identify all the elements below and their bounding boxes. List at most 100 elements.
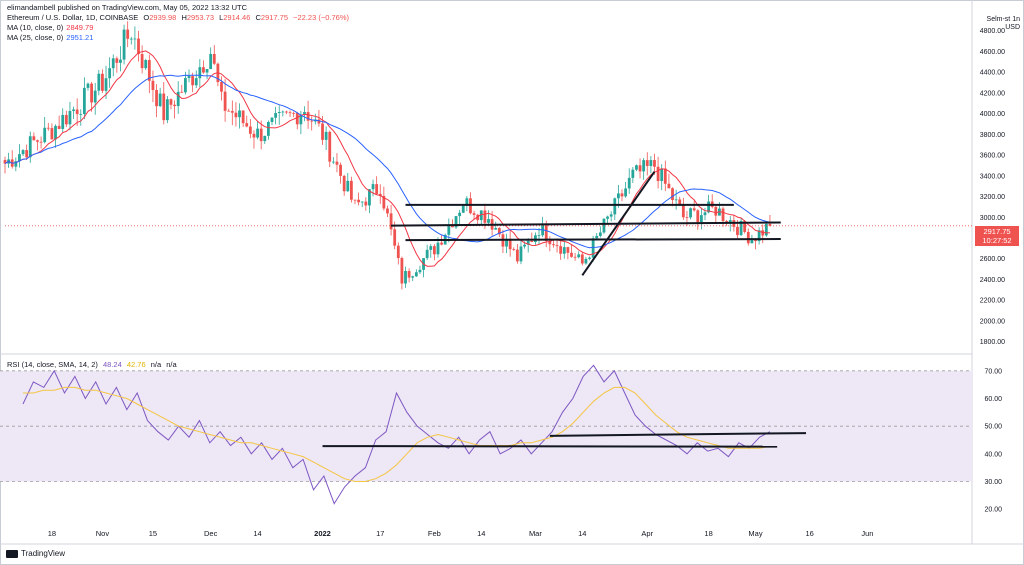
- axis-unit-bottom: USD: [1005, 24, 1020, 31]
- candle-body: [209, 53, 213, 70]
- rsi-legend[interactable]: RSI (14, close, SMA, 14, 2) 48.24 42.76 …: [7, 360, 180, 370]
- candle: [425, 244, 429, 261]
- time-tick-label: 14: [477, 529, 485, 538]
- candle-body: [165, 99, 169, 121]
- candle-body: [46, 127, 50, 129]
- candle-body: [508, 238, 512, 250]
- candle-body: [119, 59, 122, 63]
- candle: [653, 153, 656, 175]
- candle-body: [609, 214, 613, 217]
- candle: [360, 201, 364, 208]
- candle: [346, 172, 350, 192]
- candle-body: [552, 244, 555, 246]
- candle: [64, 110, 68, 128]
- candle: [710, 194, 714, 209]
- candle-body: [39, 141, 43, 143]
- candle: [256, 121, 259, 140]
- candle-body: [202, 67, 205, 73]
- time-tick-label: 16: [805, 529, 813, 538]
- candle: [461, 205, 465, 213]
- candle: [104, 65, 108, 99]
- candle-body: [270, 117, 274, 122]
- candle-body: [299, 114, 303, 125]
- ma10-legend[interactable]: MA (10, close, 0) 2849.79: [7, 23, 96, 33]
- candle-body: [223, 91, 227, 111]
- candle-body: [79, 114, 83, 115]
- candle: [119, 46, 122, 72]
- candle: [606, 215, 609, 225]
- candle: [191, 72, 195, 93]
- candle: [317, 109, 321, 127]
- candle-body: [635, 165, 638, 170]
- tradingview-logo[interactable]: TradingView: [6, 549, 65, 558]
- candle-body: [364, 201, 368, 206]
- candle-body: [414, 272, 418, 277]
- candle-body: [36, 140, 39, 142]
- candle: [761, 224, 765, 244]
- candle: [270, 117, 274, 126]
- candle-body: [375, 184, 379, 194]
- candle-body: [584, 258, 588, 264]
- candle: [465, 196, 469, 212]
- candle-body: [357, 199, 361, 203]
- candle: [746, 228, 750, 246]
- candle: [454, 215, 458, 229]
- candle-body: [3, 159, 7, 164]
- candle: [559, 239, 563, 260]
- price-tick-label: 4400.00: [980, 70, 1005, 77]
- ma25-legend[interactable]: MA (25, close, 0) 2951.21: [7, 33, 96, 43]
- candle-body: [266, 121, 270, 136]
- candle-body: [699, 215, 703, 223]
- time-tick-label: Dec: [204, 529, 218, 538]
- candle: [176, 81, 180, 114]
- candle: [281, 110, 285, 117]
- candle: [566, 246, 570, 260]
- candle: [245, 115, 249, 128]
- candle: [692, 200, 696, 212]
- candle-body: [18, 154, 21, 162]
- candle-body: [595, 235, 599, 239]
- candle: [714, 205, 718, 224]
- candle-body: [104, 78, 108, 91]
- candle-body: [238, 110, 241, 118]
- candle: [230, 100, 234, 126]
- symbol-legend[interactable]: Ethereum / U.S. Dollar, 1D, COINBASE O29…: [7, 13, 352, 23]
- candle-body: [68, 111, 72, 125]
- candle: [660, 164, 664, 191]
- candle: [129, 36, 133, 45]
- publish-credit: elimandambell published on TradingView.c…: [7, 3, 247, 12]
- candle-body: [606, 216, 609, 219]
- candle-body: [674, 199, 678, 201]
- candle: [400, 256, 404, 290]
- candle: [512, 247, 516, 252]
- candle: [447, 218, 451, 243]
- candle-body: [743, 221, 747, 232]
- candle-body: [523, 244, 526, 247]
- candle-body: [476, 214, 480, 221]
- candle-body: [764, 223, 768, 236]
- candle: [162, 82, 166, 125]
- candle: [422, 258, 425, 278]
- candle: [382, 186, 386, 211]
- candle: [353, 199, 357, 205]
- candle-body: [429, 246, 433, 250]
- price-tick-label: 4000.00: [980, 111, 1005, 118]
- candle-body: [61, 114, 65, 129]
- price-tick-label: 3200.00: [980, 194, 1005, 201]
- candle-body: [328, 131, 332, 162]
- candle-body: [72, 109, 75, 112]
- candle: [476, 213, 480, 225]
- candle: [349, 176, 353, 203]
- candle-body: [714, 206, 718, 216]
- candle: [266, 120, 270, 140]
- candle: [432, 244, 436, 261]
- time-tick-label: 17: [376, 529, 384, 538]
- candle: [61, 108, 65, 133]
- candle: [663, 160, 667, 192]
- candle-body: [346, 180, 350, 192]
- candle: [227, 108, 231, 112]
- candle-body: [295, 113, 299, 125]
- candle: [205, 69, 209, 80]
- price-tick-label: 2000.00: [980, 318, 1005, 325]
